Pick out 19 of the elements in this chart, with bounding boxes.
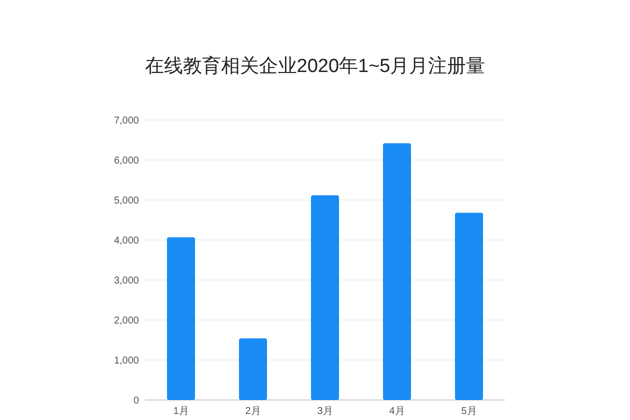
- y-tick-label: 4,000: [114, 236, 140, 246]
- x-tick-label: 4月: [389, 406, 405, 417]
- bar: [383, 143, 411, 400]
- x-tick-label: 5月: [461, 406, 477, 417]
- x-tick-label: 3月: [317, 406, 333, 417]
- y-tick-label: 0: [133, 396, 140, 406]
- y-tick-label: 6,000: [114, 156, 140, 166]
- bar: [167, 237, 195, 400]
- y-tick-label: 1,000: [114, 356, 140, 366]
- chart-title: 在线教育相关企业2020年1~5月月注册量: [144, 55, 486, 77]
- y-tick-label: 7,000: [114, 116, 140, 126]
- y-tick-label: 5,000: [114, 196, 140, 206]
- x-tick-label: 1月: [173, 406, 189, 417]
- bar: [455, 212, 483, 400]
- y-tick-label: 2,000: [114, 316, 140, 326]
- bar: [311, 195, 339, 400]
- x-tick-label: 2月: [245, 406, 261, 417]
- bar: [239, 338, 267, 400]
- y-tick-label: 3,000: [114, 276, 140, 286]
